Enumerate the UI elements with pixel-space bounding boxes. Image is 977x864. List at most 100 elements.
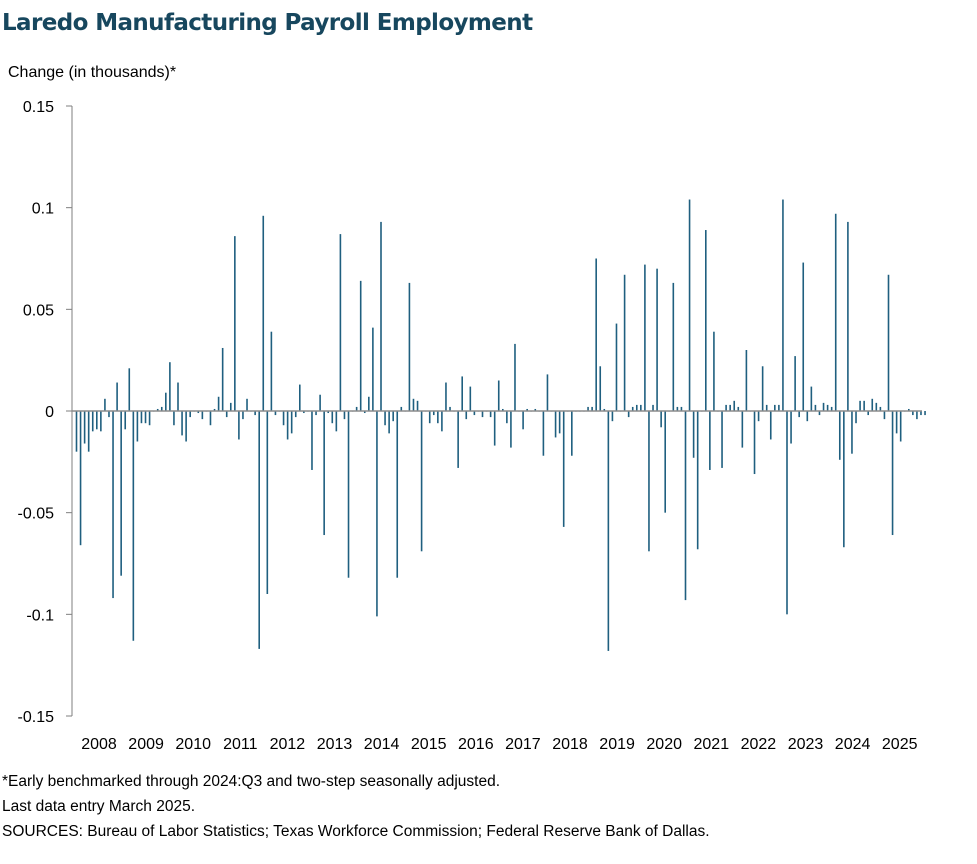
bar-2009-05 xyxy=(140,411,143,424)
bar-2017-08 xyxy=(542,411,545,456)
bar-2022-08 xyxy=(786,411,788,615)
bar-2010-03 xyxy=(181,411,183,436)
bar-2010-02 xyxy=(177,382,179,411)
bar-2019-02 xyxy=(615,323,618,411)
bar-2024-02 xyxy=(859,400,861,411)
bar-2008-01 xyxy=(75,411,78,452)
bar-2024-03 xyxy=(863,400,865,411)
bar-2009-07 xyxy=(148,411,151,426)
bar-2009-12 xyxy=(169,362,171,411)
bar-2011-04 xyxy=(234,236,236,411)
bar-2014-11 xyxy=(408,282,411,411)
bar-2009-01 xyxy=(124,411,127,430)
x-tick-label: 2021 xyxy=(694,736,730,753)
bar-2009-02 xyxy=(128,368,131,411)
bar-2022-04 xyxy=(769,411,772,440)
bar-2022-03 xyxy=(765,404,768,411)
bar-2013-07 xyxy=(343,411,346,420)
x-tick-label: 2011 xyxy=(223,736,258,753)
axes xyxy=(71,106,922,716)
bar-2012-05 xyxy=(286,411,289,440)
bar-2011-01 xyxy=(221,347,224,411)
bar-2019-01 xyxy=(611,411,614,422)
bar-2019-12 xyxy=(656,268,658,411)
bar-2019-09 xyxy=(644,264,646,411)
bar-2014-06 xyxy=(388,411,390,434)
x-tick-label: 2023 xyxy=(788,736,824,753)
bar-2024-06 xyxy=(875,402,878,411)
bar-2024-11 xyxy=(895,411,898,434)
bar-2009-04 xyxy=(136,411,139,442)
chart-title: Laredo Manufacturing Payroll Employment xyxy=(2,10,533,36)
bar-2008-03 xyxy=(83,411,86,444)
x-axis-ticks: 2008 2009 2010 2011 2012 2013 2014 2015 2016 2017… xyxy=(81,736,917,753)
x-tick-label: 2024 xyxy=(835,736,871,753)
bar-2022-02 xyxy=(761,366,764,411)
bar-2023-04 xyxy=(818,411,821,416)
bar-2021-06 xyxy=(729,404,731,411)
bar-2023-11 xyxy=(847,221,849,411)
x-tick-label: 2022 xyxy=(741,736,777,753)
bar-2010-11 xyxy=(213,408,216,411)
bar-2024-10 xyxy=(891,411,894,536)
bar-2011-09 xyxy=(254,411,256,416)
bar-2008-09 xyxy=(108,411,110,418)
bar-2016-05 xyxy=(481,411,484,418)
bar-2011-06 xyxy=(242,411,244,420)
bar-2020-02 xyxy=(664,411,666,513)
bar-2025-05 xyxy=(920,411,922,416)
bar-2011-12 xyxy=(266,411,269,594)
chart-notes: *Early benchmarked through 2024:Q3 and t… xyxy=(2,769,710,844)
bar-2008-04 xyxy=(87,411,90,452)
bar-2013-04 xyxy=(331,411,334,424)
bar-2015-11 xyxy=(457,411,459,468)
bar-2009-03 xyxy=(132,411,135,641)
bar-2023-01 xyxy=(806,411,809,422)
bar-2009-11 xyxy=(165,392,167,411)
bar-2015-05 xyxy=(432,411,435,416)
bar-2013-06 xyxy=(339,234,342,411)
bar-2022-10 xyxy=(794,356,796,411)
bar-2014-03 xyxy=(376,411,378,617)
y-tick-label: 0 xyxy=(45,404,54,421)
bar-2008-12 xyxy=(120,411,122,576)
bar-2022-07 xyxy=(782,199,784,411)
bar-2016-02 xyxy=(469,386,472,411)
x-tick-label: 2010 xyxy=(175,736,211,753)
bar-2023-03 xyxy=(814,404,817,411)
bar-2020-01 xyxy=(660,411,662,428)
bar-2016-10 xyxy=(502,408,504,411)
bar-2013-02 xyxy=(323,411,325,536)
bar-series xyxy=(75,199,926,651)
bar-2019-04 xyxy=(623,274,626,411)
bar-2016-09 xyxy=(497,380,500,411)
bar-2013-03 xyxy=(327,411,330,414)
bar-2017-03 xyxy=(522,411,524,430)
bar-2019-05 xyxy=(627,411,630,418)
bar-2013-10 xyxy=(355,406,358,411)
bar-2011-11 xyxy=(262,215,265,411)
bar-2009-06 xyxy=(144,411,147,424)
bar-2020-06 xyxy=(680,406,683,411)
bar-2015-12 xyxy=(461,376,463,411)
bar-2018-01 xyxy=(562,411,565,527)
bar-2015-09 xyxy=(449,406,451,411)
bar-2019-11 xyxy=(652,404,654,411)
note-last-entry: Last data entry March 2025. xyxy=(2,798,196,815)
bar-2016-01 xyxy=(465,411,468,420)
y-axis-ticks: 0.15 0.1 0.05 0 -0.05 -0.1 -0.15 xyxy=(18,99,72,726)
bar-2019-06 xyxy=(631,406,634,411)
x-tick-label: 2025 xyxy=(882,736,918,753)
bar-2014-05 xyxy=(384,411,386,426)
bar-2012-12 xyxy=(315,411,317,416)
bar-2019-10 xyxy=(648,411,650,552)
bar-2008-05 xyxy=(91,411,94,432)
bar-2012-07 xyxy=(294,411,297,418)
bar-2014-02 xyxy=(372,327,374,411)
bar-2020-08 xyxy=(688,199,691,411)
bar-2020-07 xyxy=(684,411,687,601)
bar-2015-02 xyxy=(420,411,423,552)
x-tick-label: 2008 xyxy=(81,736,117,753)
bar-2020-09 xyxy=(692,411,695,458)
